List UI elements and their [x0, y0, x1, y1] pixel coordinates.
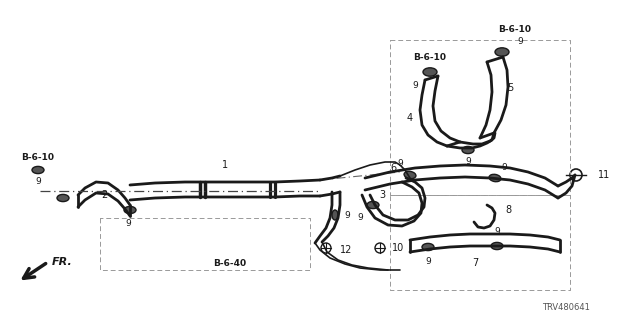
Circle shape	[321, 243, 331, 253]
Ellipse shape	[32, 166, 44, 173]
Text: 9: 9	[501, 163, 507, 172]
Text: 9: 9	[494, 228, 500, 236]
Ellipse shape	[404, 171, 416, 179]
Text: 9: 9	[344, 211, 350, 220]
Ellipse shape	[423, 68, 437, 76]
Text: 9: 9	[425, 257, 431, 266]
Ellipse shape	[462, 146, 474, 154]
Text: 9: 9	[517, 37, 523, 46]
Ellipse shape	[57, 194, 69, 202]
Text: 11: 11	[598, 170, 611, 180]
Ellipse shape	[124, 206, 136, 214]
Ellipse shape	[367, 201, 379, 209]
Text: 9: 9	[397, 158, 403, 167]
Text: TRV480641: TRV480641	[542, 303, 590, 313]
Text: 6: 6	[390, 163, 396, 173]
Text: 9: 9	[357, 212, 363, 221]
Text: B-6-40: B-6-40	[213, 259, 246, 268]
Text: 2: 2	[101, 190, 107, 200]
Text: 8: 8	[505, 205, 511, 215]
Text: 4: 4	[407, 113, 413, 123]
Text: B-6-10: B-6-10	[413, 53, 447, 62]
Text: 5: 5	[507, 83, 513, 93]
Ellipse shape	[422, 244, 434, 251]
Ellipse shape	[489, 174, 501, 182]
Ellipse shape	[332, 210, 338, 220]
Circle shape	[375, 243, 385, 253]
Text: 7: 7	[472, 258, 478, 268]
Text: 3: 3	[379, 190, 385, 200]
Text: 9: 9	[412, 81, 418, 90]
Text: 1: 1	[222, 160, 228, 170]
Text: 12: 12	[340, 245, 353, 255]
Ellipse shape	[495, 48, 509, 56]
Text: 9: 9	[35, 178, 41, 187]
Text: 10: 10	[392, 243, 404, 253]
Text: B-6-10: B-6-10	[499, 26, 531, 35]
Text: B-6-10: B-6-10	[22, 154, 54, 163]
Text: 9: 9	[465, 157, 471, 166]
Text: 9: 9	[125, 220, 131, 228]
Circle shape	[570, 169, 582, 181]
Text: FR.: FR.	[52, 257, 73, 267]
Ellipse shape	[491, 243, 503, 250]
